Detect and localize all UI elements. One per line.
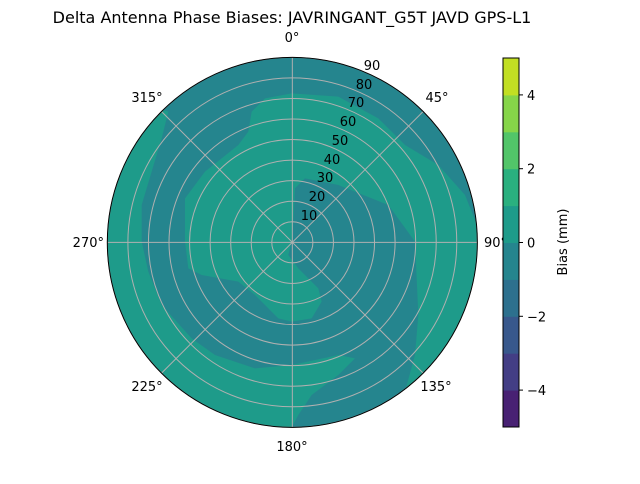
angle-label-0: 0° xyxy=(285,31,300,46)
angle-label-90: 90° xyxy=(484,236,507,251)
radial-label-50: 50 xyxy=(332,134,349,149)
colorbar-band-3 xyxy=(503,279,519,317)
colorbar-band-9 xyxy=(503,58,519,96)
colorbar-band-5 xyxy=(503,205,519,243)
angular-tick-labels: 0° 45° 90° 135° 180° 225° 270° 315° xyxy=(73,31,507,455)
contour-band-0-1-outer xyxy=(107,109,355,428)
grid-spoke-225 xyxy=(161,241,293,374)
colorbar-band-1 xyxy=(503,353,519,391)
colorbar-band-4 xyxy=(503,242,519,280)
colorbar-band-6 xyxy=(503,168,519,207)
angle-label-225: 225° xyxy=(131,380,162,395)
colorbar-tick-label: 4 xyxy=(527,89,535,104)
colorbar-band-2 xyxy=(503,316,519,354)
colorbar-tick-label: 2 xyxy=(527,163,535,178)
radial-tick-labels: 10 20 30 40 50 60 70 80 90 xyxy=(301,59,381,224)
radial-label-90: 90 xyxy=(364,59,381,74)
colorbar: −4 −2 0 2 4 xyxy=(502,57,546,428)
angle-label-135: 135° xyxy=(420,380,451,395)
radial-label-10: 10 xyxy=(301,209,318,224)
angle-label-180: 180° xyxy=(276,440,307,455)
colorbar-band-8 xyxy=(503,94,519,133)
radial-label-60: 60 xyxy=(340,115,357,130)
colorbar-tick-label: 0 xyxy=(527,237,535,252)
radial-label-40: 40 xyxy=(324,153,341,168)
colorbar-band-0 xyxy=(503,390,519,428)
radial-label-80: 80 xyxy=(356,78,373,93)
radial-label-30: 30 xyxy=(317,171,334,186)
angle-label-270: 270° xyxy=(73,236,104,251)
radial-label-20: 20 xyxy=(309,190,326,205)
colorbar-label: Bias (mm) xyxy=(556,209,571,276)
polar-axes xyxy=(106,56,478,428)
grid-spoke-315 xyxy=(161,111,293,243)
colorbar-tick-label: −2 xyxy=(527,310,546,325)
polar-grid xyxy=(106,56,478,428)
colorbar-tick-label: −4 xyxy=(527,384,546,399)
chart-title: Delta Antenna Phase Biases: JAVRINGANT_G… xyxy=(53,8,532,28)
angle-label-315: 315° xyxy=(131,91,162,106)
angle-label-45: 45° xyxy=(425,91,448,106)
polar-frame xyxy=(106,56,478,428)
colorbar-band-7 xyxy=(503,131,519,170)
radial-label-70: 70 xyxy=(348,96,365,111)
grid-spoke-135 xyxy=(291,241,424,374)
grid-spoke-45 xyxy=(291,111,424,243)
